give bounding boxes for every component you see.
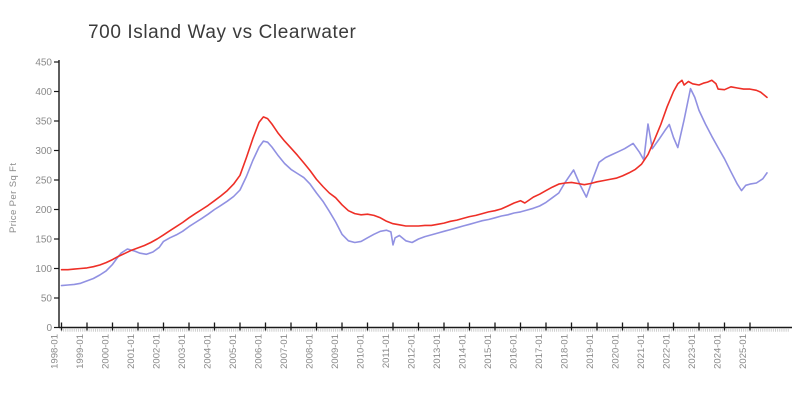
x-tick-label: 2011-01 [381, 334, 392, 368]
x-tick-label: 2021-01 [636, 334, 647, 369]
x-tick-label: 2017-01 [534, 334, 545, 369]
x-tick-label: 2009-01 [330, 334, 341, 369]
y-tick-label: 350 [35, 117, 52, 128]
y-tick-label: 400 [35, 87, 52, 98]
x-tick-label: 2007-01 [279, 334, 290, 369]
y-tick-label: 100 [35, 264, 52, 275]
x-tick-label: 2008-01 [305, 334, 316, 369]
x-tick-label: 2024-01 [713, 334, 724, 369]
x-tick-label: 2001-01 [126, 334, 137, 369]
y-tick-label: 200 [35, 205, 52, 216]
series-line-700-island-way [60, 87, 768, 287]
x-tick-label: 1998-01 [50, 334, 61, 369]
x-tick-label: 2000-01 [101, 334, 112, 369]
x-tick-label: 2015-01 [483, 334, 494, 369]
x-tick-label: 2006-01 [254, 334, 265, 369]
x-tick-label: 2022-01 [662, 334, 673, 369]
x-tick-label: 2010-01 [356, 334, 367, 369]
x-tick-label: 2005-01 [228, 334, 239, 369]
x-tick-label: 2013-01 [432, 334, 443, 369]
y-tick-label: 50 [41, 294, 53, 305]
y-tick-label: 0 [46, 323, 52, 334]
y-tick-label: 150 [35, 235, 52, 246]
series-line-clearwater [60, 79, 768, 271]
chart-title: 700 Island Way vs Clearwater [88, 22, 357, 43]
x-tick-label: 2002-01 [152, 334, 163, 369]
x-tick-label: 2020-01 [611, 334, 622, 369]
x-tick-label: 2023-01 [687, 334, 698, 369]
x-tick-label: 2004-01 [203, 334, 214, 369]
y-tick-label: 450 [35, 58, 52, 69]
x-tick-label: 2019-01 [585, 334, 596, 369]
x-tick-label: 2012-01 [407, 334, 418, 369]
x-tick-label: 2014-01 [458, 334, 469, 369]
x-tick-label: 1999-01 [75, 334, 86, 369]
x-tick-label: 2025-01 [738, 334, 749, 369]
x-tick-label: 2003-01 [177, 334, 188, 369]
y-tick-label: 300 [35, 146, 52, 157]
y-tick-label: 250 [35, 176, 52, 187]
x-tick-label: 2016-01 [509, 334, 520, 369]
x-tick-label: 2018-01 [560, 334, 571, 369]
